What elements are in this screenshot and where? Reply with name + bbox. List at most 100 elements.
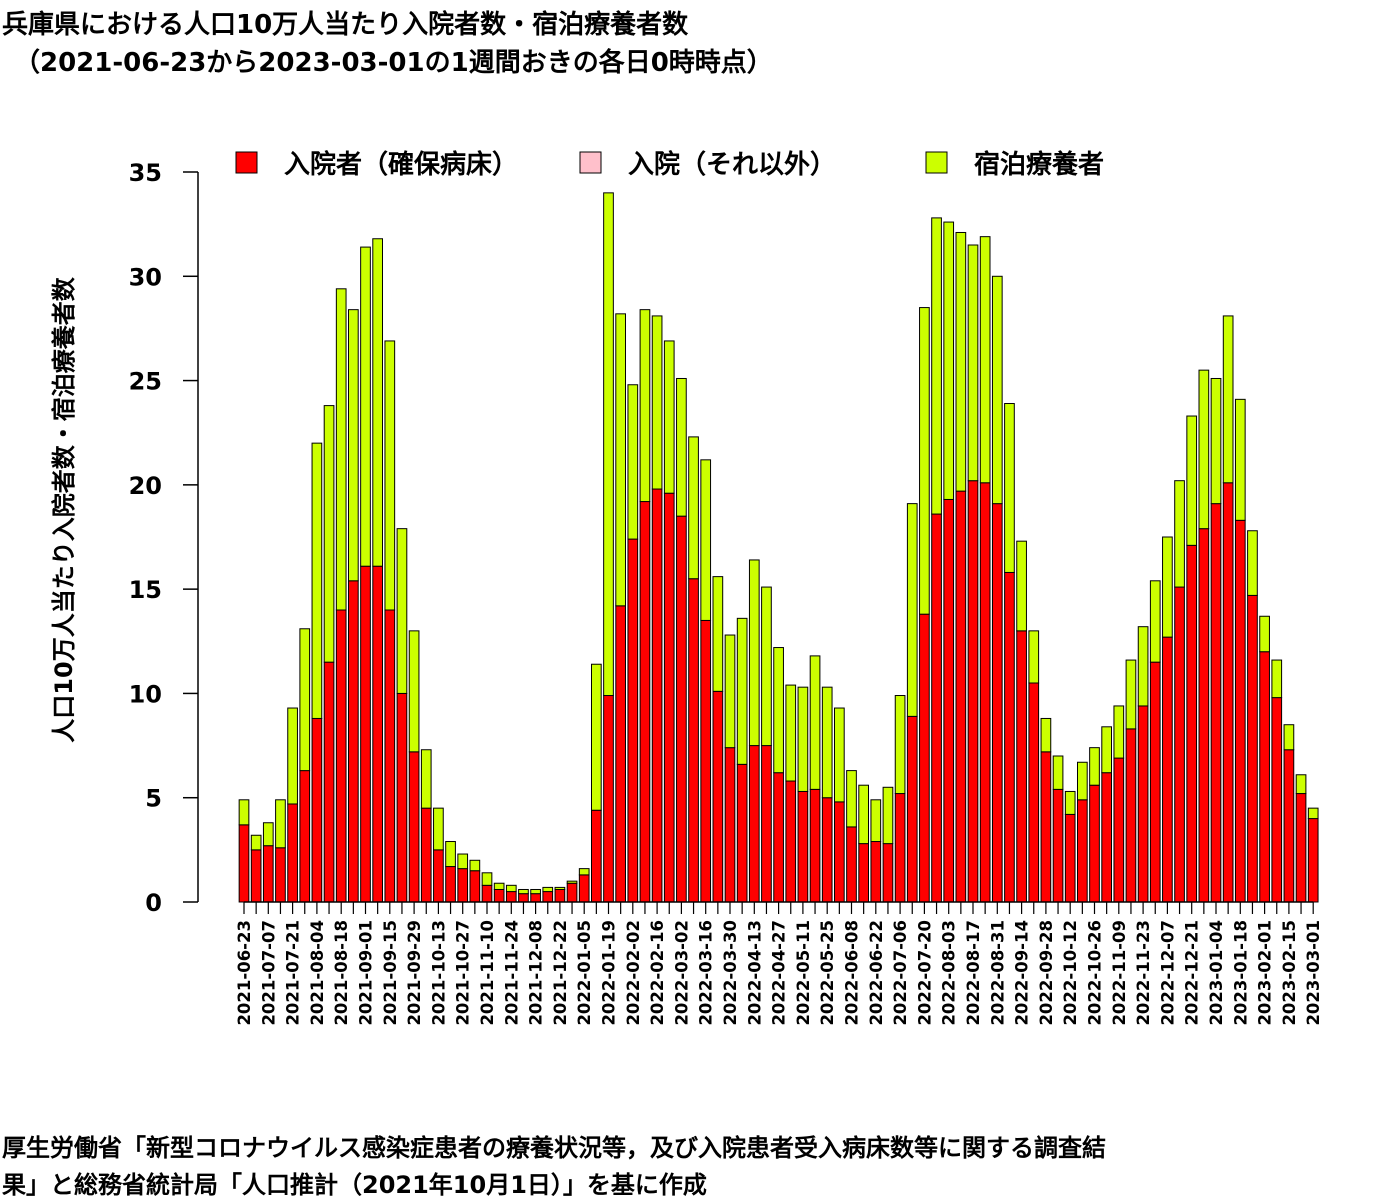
- bar-segment: [1247, 530, 1258, 596]
- x-tick-label: 2023-02-15: [1280, 920, 1299, 1026]
- bar-segment: [736, 617, 748, 765]
- bar-segment: [1137, 626, 1149, 707]
- bar-segment: [748, 559, 760, 747]
- bar-segment: [1283, 749, 1295, 903]
- x-tick-label: 2022-08-17: [964, 920, 983, 1026]
- bar-segment: [639, 501, 651, 903]
- bar-segment: [627, 538, 639, 903]
- bar-segment: [615, 605, 626, 903]
- x-tick-label: 2023-01-18: [1231, 920, 1250, 1026]
- bar-segment: [542, 891, 554, 903]
- bar-segment: [1222, 315, 1234, 484]
- x-tick-label: 2021-09-15: [381, 920, 400, 1026]
- bar-segment: [1247, 594, 1258, 903]
- x-tick-label: 2021-12-08: [527, 920, 546, 1026]
- bar-segment: [493, 882, 505, 890]
- bar-segment: [700, 459, 712, 621]
- y-tick-label: 35: [129, 159, 162, 187]
- bar-segment: [1295, 793, 1307, 903]
- bar-segment: [518, 893, 529, 903]
- bar-segment: [809, 655, 821, 790]
- bar-segment: [542, 886, 554, 893]
- bar-segment: [761, 745, 772, 903]
- bar-segment: [1064, 790, 1076, 815]
- bar-segment: [870, 841, 882, 903]
- chart-title-line1: 兵庫県における人口10万人当たり入院者数・宿泊療養者数: [2, 10, 689, 40]
- bar-segment: [1052, 755, 1064, 790]
- bar-segment: [627, 384, 639, 540]
- bar-segment: [1028, 682, 1040, 903]
- x-tick-label: 2022-01-19: [600, 920, 619, 1026]
- bar-segment: [372, 238, 383, 567]
- bar-segment: [335, 288, 347, 611]
- bar-segment: [700, 619, 712, 903]
- bar-segment: [1077, 799, 1088, 903]
- y-axis: 0 5 10 15 20 25 30 35: [129, 159, 199, 917]
- bar-segment: [991, 275, 1003, 505]
- x-tick-label: 2021-10-13: [429, 920, 448, 1026]
- bar-segment: [1307, 807, 1319, 820]
- bar-segment: [663, 340, 675, 494]
- x-tick-label: 2022-10-12: [1061, 920, 1080, 1026]
- y-tick-label: 15: [129, 576, 162, 604]
- bar-segment: [591, 663, 602, 811]
- bar-segment: [931, 513, 942, 903]
- x-tick-label: 2022-05-11: [794, 920, 813, 1026]
- bar-segment: [761, 586, 772, 747]
- bar-segment: [1064, 813, 1076, 903]
- x-tick-label: 2022-03-02: [672, 920, 691, 1026]
- x-tick-label: 2022-01-05: [575, 920, 594, 1026]
- y-tick-label: 5: [145, 785, 162, 813]
- bar-segment: [712, 576, 724, 692]
- bar-segment: [1162, 636, 1173, 903]
- bar-segment: [906, 503, 918, 717]
- bar-segment: [591, 809, 602, 903]
- x-tick-label: 2022-12-21: [1183, 920, 1202, 1026]
- bar-segment: [1198, 369, 1210, 530]
- bar-segment: [651, 488, 663, 903]
- bar-segment: [821, 797, 833, 903]
- bar-segment: [578, 874, 590, 903]
- x-tick-label: 2022-04-13: [745, 920, 764, 1026]
- bar-segment: [979, 482, 991, 903]
- bars: [238, 192, 1319, 903]
- bar-segment: [323, 405, 335, 663]
- bar-segment: [323, 661, 335, 903]
- legend-label: 入院者（確保病床）: [284, 149, 518, 180]
- bar-segment: [1210, 503, 1222, 903]
- bar-segment: [457, 868, 469, 903]
- bar-segment: [1222, 482, 1234, 903]
- bar-segment: [311, 717, 323, 903]
- x-tick-label: 2021-09-29: [405, 920, 424, 1026]
- bar-segment: [991, 503, 1003, 903]
- bar-segment: [1040, 717, 1052, 753]
- x-tick-label: 2023-01-04: [1207, 920, 1226, 1026]
- x-tick-label: 2022-09-14: [1013, 920, 1032, 1026]
- source-note-line1: 厚生労働省「新型コロナウイルス感染症患者の療養状況等，及び入院患者受入病床数等に…: [2, 1134, 1106, 1162]
- bar-segment: [408, 751, 420, 903]
- bar-segment: [846, 826, 857, 903]
- y-tick-label: 25: [129, 368, 162, 396]
- bar-segment: [858, 784, 869, 845]
- bar-segment: [530, 888, 541, 895]
- bar-segment: [785, 684, 797, 782]
- x-tick-label: 2022-03-30: [721, 920, 740, 1026]
- bar-segment: [348, 309, 359, 582]
- y-tick-label: 10: [129, 680, 162, 708]
- bar-segment: [1077, 761, 1088, 801]
- bar-segment: [299, 770, 311, 903]
- bar-segment: [894, 793, 906, 903]
- bar-segment: [481, 872, 493, 886]
- bar-segment: [1125, 728, 1137, 903]
- x-tick-label: 2022-08-03: [940, 920, 959, 1026]
- bar-segment: [712, 690, 724, 903]
- bar-segment: [882, 843, 894, 903]
- x-tick-label: 2021-10-27: [454, 920, 473, 1026]
- bar-segment: [676, 515, 687, 903]
- bar-segment: [1210, 377, 1222, 505]
- legend: 入院者（確保病床） 入院（それ以外） 宿泊療養者: [235, 149, 1104, 180]
- x-axis: 2021-06-23 2021-07-07 2021-07-21 2021-08-04…: [235, 901, 1323, 1026]
- bar-segment: [505, 891, 517, 903]
- bar-segment: [372, 565, 383, 903]
- x-tick-label: 2021-09-01: [357, 920, 376, 1026]
